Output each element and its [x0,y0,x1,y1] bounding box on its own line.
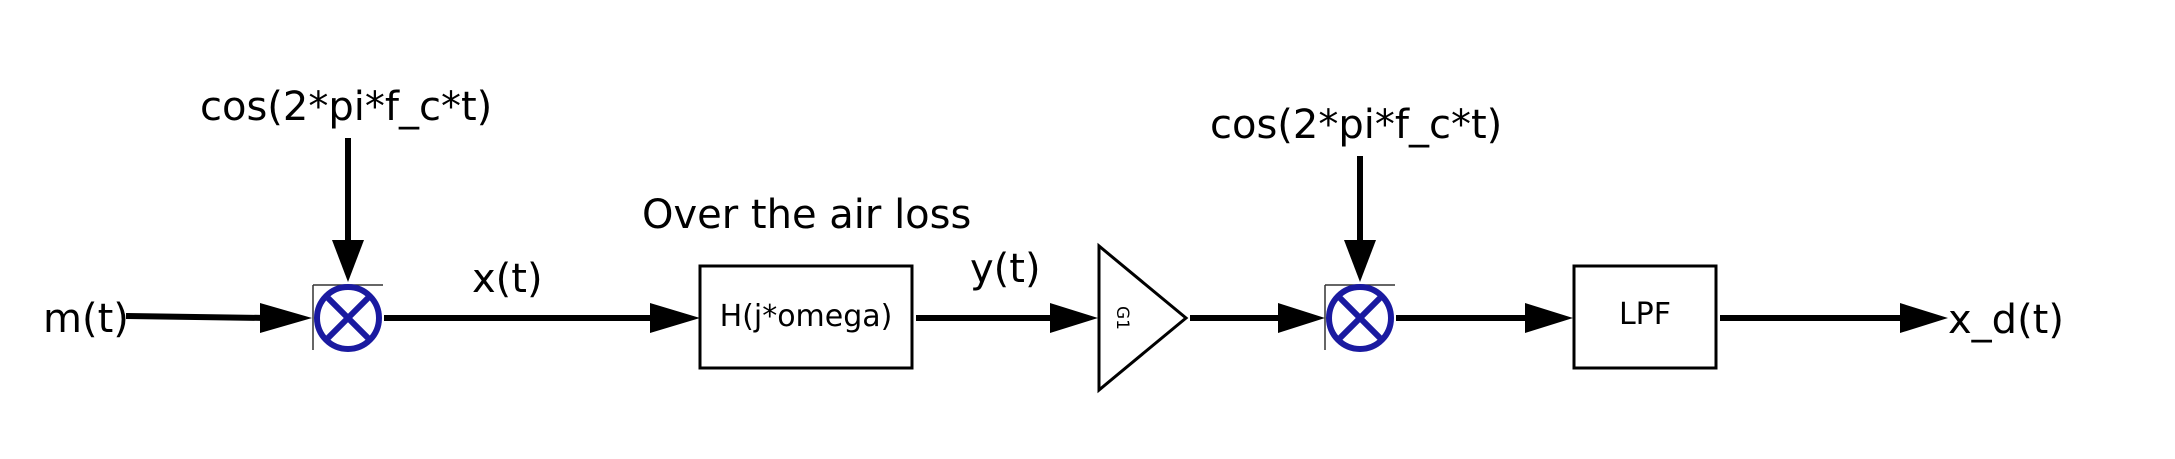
mixer-1-icon [312,284,383,352]
wire-lpf-to-output [1720,303,1948,333]
received-signal-label: y(t) [970,246,1041,292]
lpf-block-label: LPF [1619,297,1671,332]
modulated-signal-label: x(t) [472,256,543,302]
amplifier-triangle-icon: G1 [1097,242,1189,394]
arrow-carrier-tx [332,138,364,282]
output-label: x_d(t) [1948,297,2064,343]
channel-block-label: H(j*omega) [720,299,893,334]
arrow-carrier-rx [1344,156,1376,282]
wire-mixer2-to-lpf [1396,303,1573,333]
input-label: m(t) [43,296,129,342]
carrier-tx-label: cos(2*pi*f_c*t) [200,84,492,130]
wire-mixer1-to-channel [384,303,700,333]
amplifier-gain-label: G1 [1112,306,1132,330]
mixer-2-icon [1324,284,1395,352]
wire-amplifier-to-mixer2 [1190,303,1325,333]
wire-input-to-mixer1 [125,303,312,333]
lpf-block: LPF [1572,264,1718,370]
channel-note-label: Over the air loss [642,192,971,238]
channel-block: H(j*omega) [698,264,914,370]
wire-channel-to-amplifier [916,303,1098,333]
carrier-rx-label: cos(2*pi*f_c*t) [1210,102,1502,148]
